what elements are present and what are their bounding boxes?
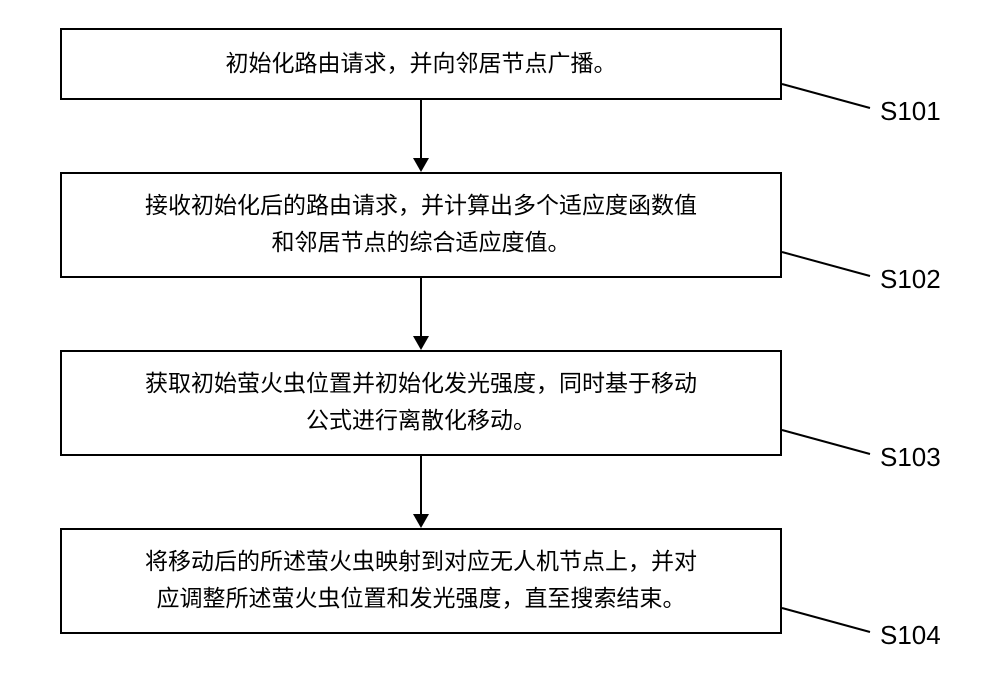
flow-label-s102: S102 — [880, 264, 941, 295]
flow-connector — [420, 456, 422, 514]
flow-step-s104: 将移动后的所述萤火虫映射到对应无人机节点上，并对 应调整所述萤火虫位置和发光强度… — [60, 528, 782, 634]
arrow-down-icon — [413, 336, 429, 350]
flow-step-s101: 初始化路由请求，并向邻居节点广播。 — [60, 28, 782, 100]
flow-label-s104: S104 — [880, 620, 941, 651]
flow-step-text: 初始化路由请求，并向邻居节点广播。 — [226, 46, 617, 83]
arrow-down-icon — [413, 514, 429, 528]
flow-step-s103: 获取初始萤火虫位置并初始化发光强度，同时基于移动 公式进行离散化移动。 — [60, 350, 782, 456]
flow-label-s101: S101 — [880, 96, 941, 127]
arrow-down-icon — [413, 158, 429, 172]
flow-connector — [420, 100, 422, 158]
flow-step-s102: 接收初始化后的路由请求，并计算出多个适应度函数值 和邻居节点的综合适应度值。 — [60, 172, 782, 278]
flow-step-text: 接收初始化后的路由请求，并计算出多个适应度函数值 和邻居节点的综合适应度值。 — [145, 188, 697, 262]
flowchart-container: 初始化路由请求，并向邻居节点广播。 S101 接收初始化后的路由请求，并计算出多… — [0, 0, 1000, 699]
flow-step-text: 获取初始萤火虫位置并初始化发光强度，同时基于移动 公式进行离散化移动。 — [145, 366, 697, 440]
flow-connector — [420, 278, 422, 336]
flow-label-s103: S103 — [880, 442, 941, 473]
flow-step-text: 将移动后的所述萤火虫映射到对应无人机节点上，并对 应调整所述萤火虫位置和发光强度… — [145, 544, 697, 618]
